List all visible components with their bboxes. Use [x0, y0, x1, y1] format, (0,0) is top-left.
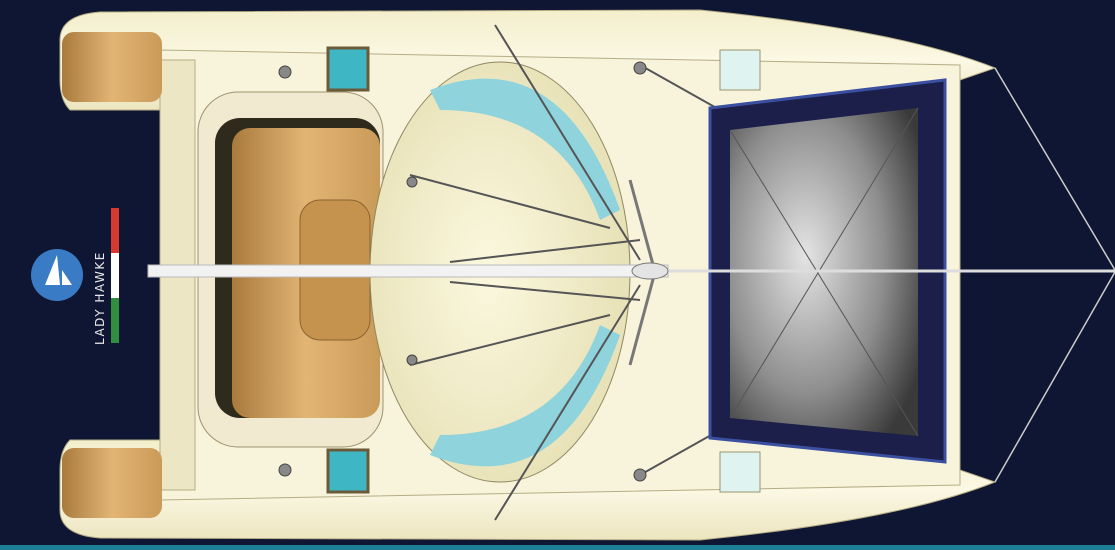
- mast: [631, 262, 669, 280]
- flag-red: [111, 208, 119, 253]
- logo-name: LADY HAWKE: [93, 251, 107, 345]
- skylight: [326, 448, 370, 494]
- stern-step: [62, 32, 162, 102]
- canopy-stripe: [430, 78, 620, 221]
- fittings: [278, 61, 647, 482]
- forestay: [994, 67, 1115, 483]
- flag-white: [111, 253, 119, 298]
- skylight: [719, 49, 761, 91]
- stern-step: [62, 448, 162, 518]
- rigging: [409, 24, 721, 521]
- boom: [147, 264, 669, 278]
- canopy-stripe: [430, 325, 620, 467]
- skylight: [719, 451, 761, 493]
- bottom-stripe: [0, 545, 1115, 550]
- skylight: [326, 46, 370, 92]
- logo-sail: [45, 255, 72, 285]
- flag-green: [111, 298, 119, 343]
- net-lines: [729, 107, 919, 437]
